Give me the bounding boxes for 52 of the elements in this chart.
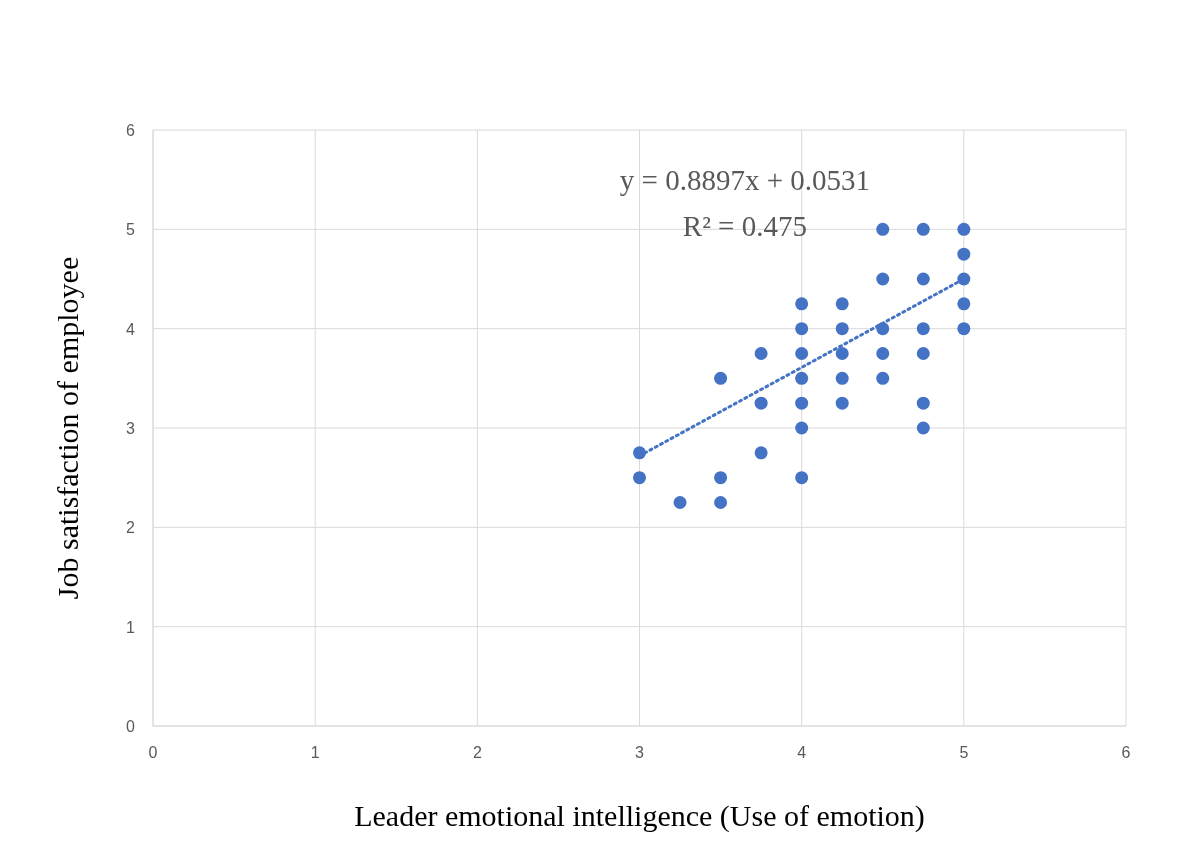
x-tick-label: 1 [310, 744, 320, 761]
point [835, 396, 849, 410]
point [673, 496, 687, 509]
point [795, 322, 809, 336]
point [916, 322, 930, 336]
point [835, 371, 849, 385]
point [916, 396, 930, 410]
point [957, 322, 971, 336]
point [835, 297, 849, 311]
y-tick-label: 2 [126, 519, 136, 537]
point [876, 272, 890, 286]
x-tick-label: 2 [472, 744, 482, 761]
point [754, 396, 768, 410]
point [754, 347, 768, 360]
y-tick-label: 4 [126, 320, 136, 338]
point [835, 322, 849, 336]
annotation: R² = 0.475 [682, 210, 807, 242]
point [754, 446, 768, 460]
point [957, 247, 971, 261]
point [876, 347, 890, 360]
x-tick-label: 6 [1121, 744, 1131, 761]
point [916, 272, 930, 286]
point [714, 471, 728, 485]
point [714, 496, 728, 509]
x-tick-label: 0 [148, 744, 158, 761]
x-tick-label: 4 [797, 744, 807, 761]
point [795, 421, 809, 435]
x-axis-title: Leader emotional intelligence (Use of emotion) [354, 799, 925, 833]
point [795, 371, 809, 385]
point [835, 347, 849, 360]
point [957, 297, 971, 311]
x-tick-label: 3 [635, 744, 645, 761]
point [795, 297, 809, 311]
point [633, 471, 646, 485]
point [916, 421, 930, 435]
point [876, 371, 890, 385]
y-tick-label: 0 [126, 718, 136, 735]
point [795, 396, 809, 410]
annotation: y = 0.8897x + 0.0531 [619, 164, 871, 196]
point [916, 222, 930, 236]
point [957, 222, 971, 236]
y-tick-label: 5 [126, 221, 136, 239]
point [795, 471, 809, 485]
y-tick-label: 6 [126, 122, 136, 139]
point [876, 222, 890, 236]
point [714, 371, 728, 385]
point [795, 347, 809, 360]
y-tick-label: 1 [126, 618, 136, 636]
x-tick-label: 5 [959, 744, 969, 761]
y-axis-title: Job satisfaction of employee [51, 256, 84, 600]
y-tick-label: 3 [126, 420, 136, 437]
point [916, 347, 930, 360]
